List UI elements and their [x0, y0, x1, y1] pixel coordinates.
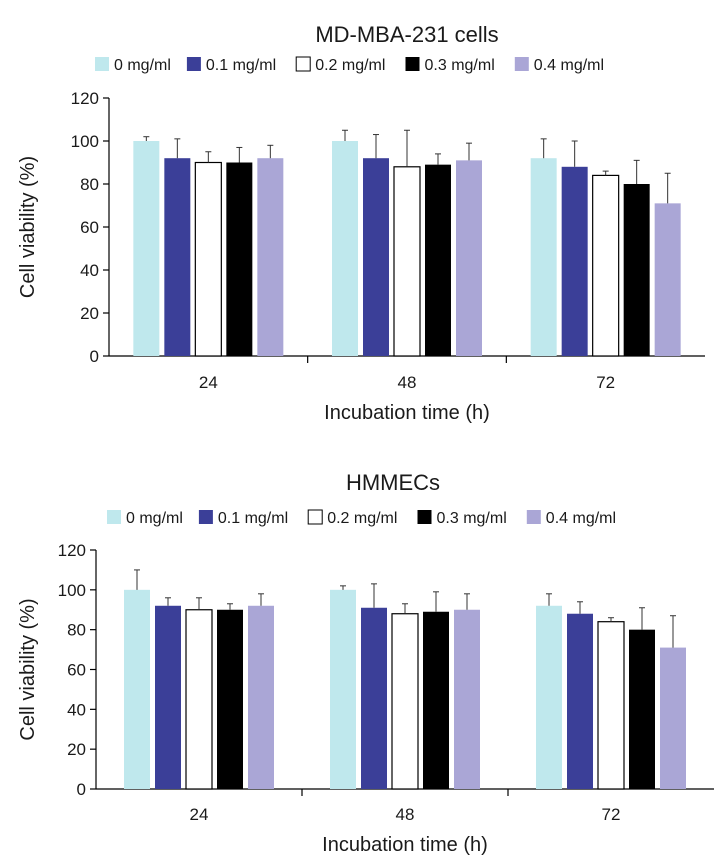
x-tick-label: 48	[398, 373, 417, 392]
bar-0.4mgml-48h	[454, 609, 480, 789]
legend-swatch-4	[514, 57, 529, 71]
legend-label-2: 0.2 mg/ml	[315, 57, 385, 74]
chart-panel-2: HMMECs 0 mg/ml 0.1 mg/ml 0.2 mg/ml 0.3 mg/ml…	[17, 470, 714, 856]
y-tick-label: 0	[77, 780, 86, 799]
legend-swatch-3	[417, 510, 432, 524]
y-tick-label: 40	[67, 700, 86, 719]
y-tick-label: 80	[67, 621, 86, 640]
bar-0.4mgml-72h	[654, 203, 681, 356]
legend-swatch-1	[198, 510, 213, 524]
bar-0.4mgml-72h	[660, 647, 686, 789]
bar-0.3mgml-48h	[423, 611, 449, 789]
y-tick-label: 20	[80, 304, 99, 323]
legend: 0 mg/ml 0.1 mg/ml 0.2 mg/ml 0.3 mg/ml 0.4 mg…	[107, 509, 616, 527]
legend-label-1: 0.1 mg/ml	[206, 57, 276, 74]
x-tick-label: 24	[199, 373, 218, 392]
bar-0.2mgml-72h	[592, 174, 620, 357]
bar-0.3mgml-72h	[623, 184, 650, 356]
y-tick-label: 40	[80, 261, 99, 280]
bar-0.3mgml-48h	[425, 164, 451, 356]
bar-0.4mgml-48h	[456, 160, 482, 356]
bar-0.2mgml-48h	[391, 613, 419, 790]
bar-0.4mgml-24h	[257, 158, 284, 356]
legend-label-4: 0.4 mg/ml	[534, 57, 604, 74]
x-axis-label: Incubation time (h)	[322, 834, 488, 856]
legend-swatch-0	[107, 510, 121, 524]
legend-label-0: 0 mg/ml	[126, 510, 183, 527]
bar-0.1mgml-72h	[567, 613, 593, 789]
legend-label-4: 0.4 mg/ml	[546, 510, 616, 527]
legend-label-3: 0.3 mg/ml	[425, 57, 495, 74]
bar-0mgml-24h	[124, 589, 150, 789]
y-tick-label: 100	[71, 132, 99, 151]
legend-label-1: 0.1 mg/ml	[218, 510, 288, 527]
bar-0mgml-24h	[133, 141, 160, 356]
x-tick-label: 24	[190, 805, 209, 824]
y-tick-label: 120	[58, 541, 86, 560]
legend-label-3: 0.3 mg/ml	[437, 510, 507, 527]
y-tick-label: 80	[80, 175, 99, 194]
legend-label-2: 0.2 mg/ml	[327, 510, 397, 527]
bar-0.1mgml-72h	[561, 166, 588, 356]
legend-swatch-2	[307, 509, 323, 525]
legend-swatch-4	[526, 510, 541, 524]
x-tick-label: 48	[396, 805, 415, 824]
chart-title: HMMECs	[346, 470, 440, 495]
x-tick-label: 72	[596, 373, 615, 392]
y-tick-label: 60	[67, 661, 86, 680]
bar-0mgml-48h	[332, 141, 358, 356]
y-tick-label: 120	[71, 89, 99, 108]
x-tick-label: 72	[602, 805, 621, 824]
legend-swatch-2	[295, 56, 311, 72]
y-tick-label: 60	[80, 218, 99, 237]
y-tick-label: 0	[90, 347, 99, 366]
bar-0.3mgml-24h	[226, 162, 253, 356]
bar-0.1mgml-24h	[155, 605, 181, 789]
bar-0mgml-72h	[536, 605, 562, 789]
legend-label-0: 0 mg/ml	[114, 57, 171, 74]
bar-0.1mgml-48h	[361, 607, 387, 789]
bar-0.1mgml-48h	[363, 158, 389, 356]
chart-title: MD-MBA-231 cells	[315, 22, 498, 47]
bar-0.3mgml-24h	[217, 609, 243, 789]
bar-0.2mgml-72h	[597, 621, 625, 790]
legend-swatch-0	[95, 57, 109, 71]
bar-0.4mgml-24h	[248, 605, 274, 789]
legend-swatch-3	[405, 57, 420, 71]
bar-0.3mgml-72h	[629, 629, 655, 789]
bar-0.1mgml-24h	[164, 158, 191, 356]
bar-0.2mgml-48h	[393, 166, 421, 357]
x-axis-label: Incubation time (h)	[324, 402, 490, 424]
bar-0mgml-48h	[330, 589, 356, 789]
bar-0.2mgml-24h	[194, 161, 222, 357]
bar-0.2mgml-24h	[185, 609, 213, 790]
chart-panel-1: MD-MBA-231 cells 0 mg/ml 0.1 mg/ml 0.2 mg/m…	[17, 22, 705, 424]
bar-0mgml-72h	[530, 158, 557, 356]
legend-swatch-1	[186, 57, 201, 71]
legend: 0 mg/ml 0.1 mg/ml 0.2 mg/ml 0.3 mg/ml 0.4 mg…	[95, 56, 604, 74]
y-tick-label: 100	[58, 581, 86, 600]
y-axis-label: Cell viability (%)	[17, 156, 39, 298]
y-axis-label: Cell viability (%)	[17, 598, 39, 740]
y-tick-label: 20	[67, 740, 86, 759]
